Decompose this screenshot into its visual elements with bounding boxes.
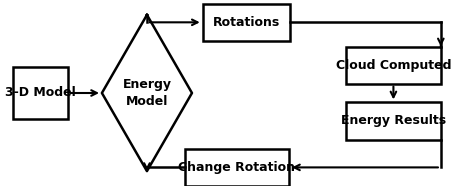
Bar xyxy=(346,102,441,140)
Bar xyxy=(346,46,441,84)
Text: Rotations: Rotations xyxy=(213,16,280,29)
Text: Change Rotation: Change Rotation xyxy=(179,161,295,174)
Text: Energy
Model: Energy Model xyxy=(122,78,172,108)
Text: 3-D Model: 3-D Model xyxy=(5,86,76,100)
Text: Cloud Computed: Cloud Computed xyxy=(336,59,451,72)
Bar xyxy=(13,67,68,119)
Bar xyxy=(202,4,290,41)
Text: Energy Results: Energy Results xyxy=(341,114,446,127)
Bar xyxy=(185,149,289,186)
